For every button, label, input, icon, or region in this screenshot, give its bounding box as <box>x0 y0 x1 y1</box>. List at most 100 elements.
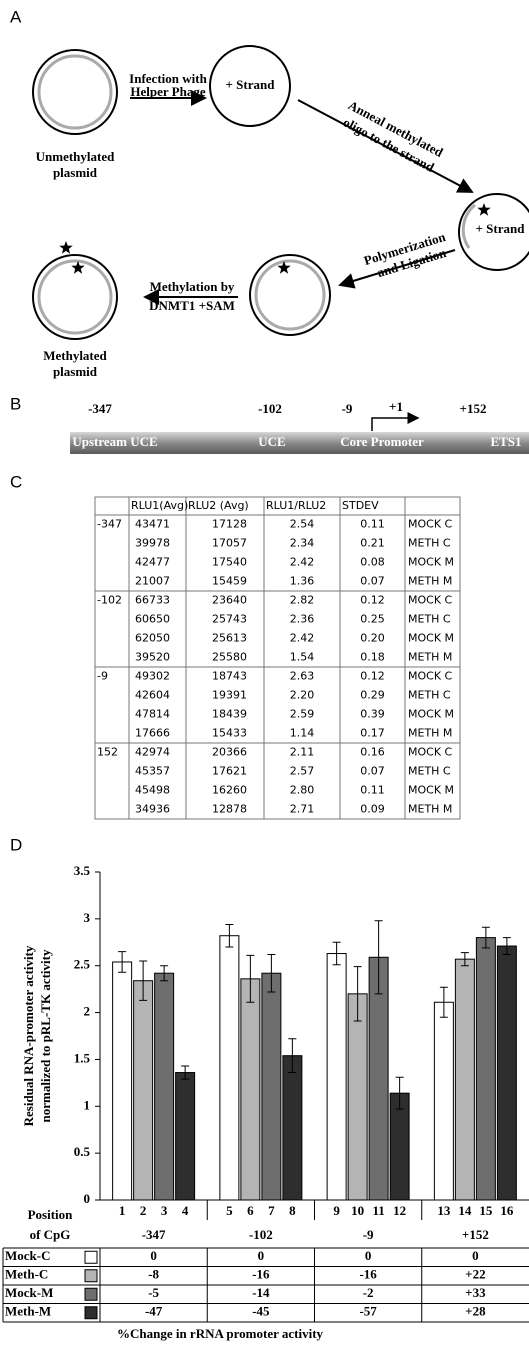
table-cell: 16260 <box>212 784 247 797</box>
bar-number: 5 <box>226 1203 233 1218</box>
y-tick-label: 2 <box>84 1004 91 1019</box>
bar-number: 11 <box>372 1203 384 1218</box>
table-cell: METH C <box>408 689 451 702</box>
bar <box>475 937 496 1201</box>
table-cell: 0.25 <box>360 613 385 626</box>
change-value: -16 <box>359 1267 377 1282</box>
change-value: -47 <box>145 1304 163 1319</box>
tss-arrow <box>371 412 420 431</box>
table-cell: METH C <box>408 537 451 550</box>
table-cell: 66733 <box>135 594 170 607</box>
bar-number: 3 <box>161 1203 168 1218</box>
bar-number: 15 <box>479 1203 493 1218</box>
table-cell: 62050 <box>135 632 170 645</box>
bar-number: 4 <box>182 1203 189 1218</box>
error-bar <box>395 1076 404 1110</box>
step-label: Methylation by <box>150 279 235 294</box>
plasmid-outer <box>32 49 118 135</box>
table-cell: 1.36 <box>290 575 315 588</box>
error-bar <box>374 920 383 995</box>
bar <box>454 958 475 1201</box>
table-cell: 2.11 <box>290 746 315 759</box>
error-bar <box>181 1065 190 1080</box>
table-cell: 0.08 <box>360 556 385 569</box>
table-cell: 2.82 <box>290 594 315 607</box>
legend-label: Mock-C <box>5 1248 51 1263</box>
table-cell: 2.36 <box>290 613 315 626</box>
error-bar <box>439 986 448 1018</box>
plasmid-label: Methylated <box>43 348 107 363</box>
table-position: -9 <box>97 670 108 683</box>
bar-number: 1 <box>119 1203 126 1218</box>
table-cell: 1.54 <box>290 651 315 664</box>
methyl-star <box>71 261 85 274</box>
table-cell: MOCK C <box>408 746 453 759</box>
table-cell: 49302 <box>135 670 170 683</box>
error-bar <box>288 1038 297 1074</box>
table-cell: 34936 <box>135 803 170 816</box>
table-cell: METH C <box>408 613 451 626</box>
bar-number: 8 <box>289 1203 296 1218</box>
table-cell: 0.07 <box>360 575 385 588</box>
y-tick-label: 0.5 <box>74 1144 91 1159</box>
table-cell: 18439 <box>212 708 247 721</box>
table-cell: 17057 <box>212 537 247 550</box>
table-cell: 0.09 <box>360 803 385 816</box>
x-axis-label: of CpG <box>30 1227 71 1242</box>
table-cell: 0.16 <box>360 746 385 759</box>
error-bar <box>267 953 276 993</box>
table-cell: 2.57 <box>290 765 315 778</box>
table-cell: 2.59 <box>290 708 315 721</box>
table-header: RLU1/RLU2 <box>266 499 326 512</box>
table-cell: 0.07 <box>360 765 385 778</box>
bar <box>326 953 347 1201</box>
change-value: -16 <box>252 1267 270 1282</box>
legend-swatch <box>84 1287 98 1301</box>
table-cell: 17540 <box>212 556 247 569</box>
table-cell: 43471 <box>135 518 170 531</box>
panel-label: A <box>10 7 22 26</box>
change-value: -5 <box>148 1285 159 1300</box>
table-cell: 0.29 <box>360 689 385 702</box>
table-cell: METH C <box>408 765 451 778</box>
region-label: Core Promoter <box>340 434 424 449</box>
strand-circle <box>209 45 291 127</box>
region-label: Upstream UCE <box>72 434 157 449</box>
error-bar <box>353 966 362 1022</box>
bar <box>175 1072 196 1201</box>
plasmid-outer <box>32 254 118 340</box>
table-cell: MOCK M <box>408 708 454 721</box>
table-cell: METH M <box>408 803 452 816</box>
table-cell: 42604 <box>135 689 170 702</box>
table-cell: METH M <box>408 575 452 588</box>
x-tick-label: -102 <box>249 1227 273 1242</box>
table-cell: 45498 <box>135 784 170 797</box>
change-value: 0 <box>258 1248 265 1263</box>
promoter-bar <box>70 432 529 454</box>
table-cell: 20366 <box>212 746 247 759</box>
panel-d: 0 0.5 1 1.5 2 2.5 3 3.5 Residual RNA-promoter ac… <box>2 863 529 1341</box>
x-tick-label: +152 <box>462 1227 489 1242</box>
bar <box>219 935 240 1201</box>
panel-b: -347 -102 -9 +1 +152 Upstream UCE UCE Co… <box>70 399 529 454</box>
change-value: -8 <box>148 1267 159 1282</box>
legend-swatch <box>84 1269 98 1283</box>
table-cell: 0.11 <box>360 518 385 531</box>
error-bar <box>481 926 490 949</box>
table-cell: 47814 <box>135 708 170 721</box>
table-position: 152 <box>97 746 118 759</box>
bar-number: 2 <box>140 1203 147 1218</box>
panel-label: B <box>10 394 21 413</box>
table-position: -102 <box>97 594 122 607</box>
change-value: 0 <box>365 1248 372 1263</box>
change-value: -2 <box>363 1285 374 1300</box>
plasmid-label: plasmid <box>53 364 98 379</box>
table-cell: 2.80 <box>290 784 315 797</box>
plasmid-outer <box>249 254 331 336</box>
plasmid-label: plasmid <box>53 165 98 180</box>
error-bar <box>246 954 255 1003</box>
bar-number: 6 <box>247 1203 254 1218</box>
table-cell: 19391 <box>212 689 247 702</box>
step-label: DNMT1 +SAM <box>149 298 235 313</box>
bar <box>282 1055 303 1201</box>
